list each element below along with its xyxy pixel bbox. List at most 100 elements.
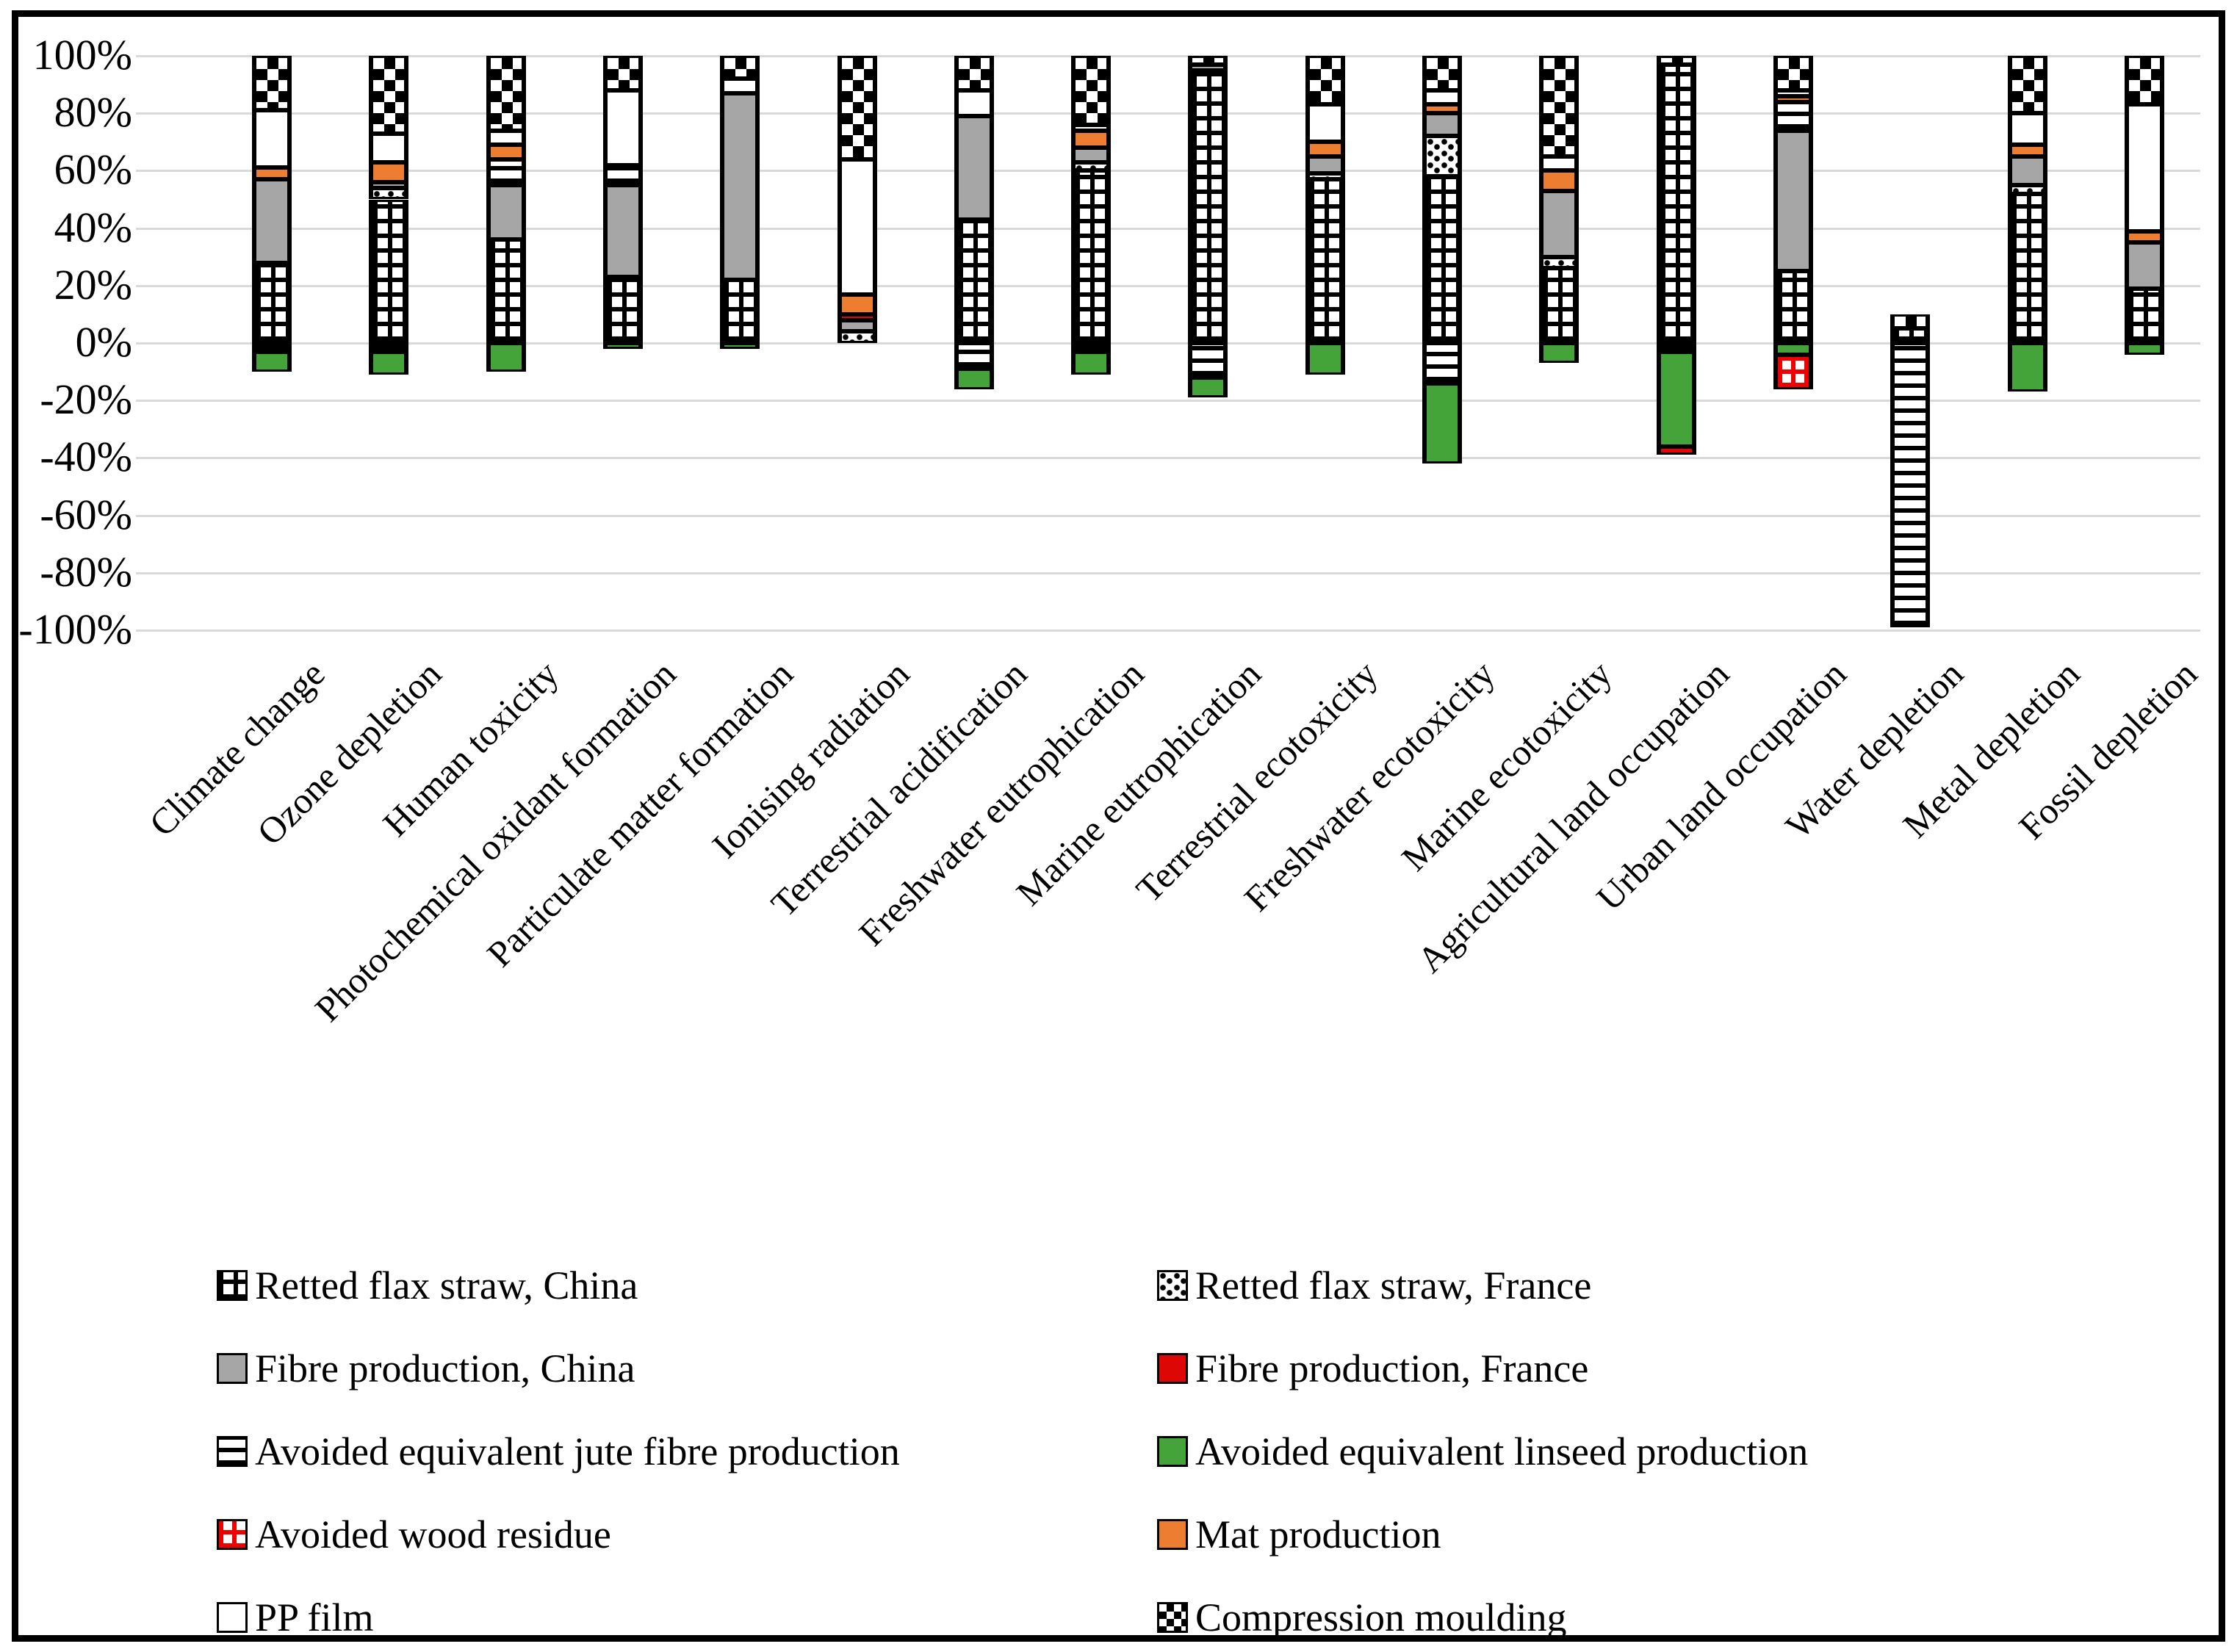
bar-segment	[369, 199, 409, 343]
bar-segment	[252, 343, 292, 352]
legend-swatch-speckle-icon	[1157, 1270, 1188, 1301]
legend-item: Retted flax straw, China	[217, 1265, 638, 1306]
x-axis-category-label: Ionising radiation	[704, 652, 918, 866]
bar-segment	[1188, 64, 1228, 71]
bar-segment	[1305, 142, 1345, 156]
bar-segment	[1773, 271, 1813, 343]
legend-item: Avoided equivalent linseed production	[1157, 1431, 1808, 1472]
bar-segment	[369, 182, 409, 188]
bar-segment	[1656, 64, 1696, 343]
bar-segment	[1890, 343, 1931, 628]
bar-segment	[252, 167, 292, 180]
bar-segment	[486, 56, 526, 131]
legend-label: PP film	[255, 1595, 374, 1640]
y-axis-tick-label: 0%	[75, 318, 132, 366]
bar-segment	[1890, 328, 1931, 343]
bar-segment	[369, 343, 409, 352]
bar-segment	[1071, 162, 1112, 171]
legend-label: Avoided equivalent linseed production	[1195, 1429, 1809, 1474]
y-axis-tick-label: -20%	[40, 375, 132, 424]
gridline--60	[136, 514, 2200, 517]
bar-segment	[954, 90, 994, 117]
bar-segment	[1539, 256, 1579, 269]
bar-segment	[369, 187, 409, 200]
bar-segment	[1656, 351, 1696, 447]
y-axis-tick-label: 100%	[32, 31, 132, 79]
bar-segment	[1422, 113, 1462, 137]
bar-segment	[1071, 343, 1112, 352]
legend-item: Retted flax straw, France	[1157, 1265, 1591, 1306]
bar-segment	[486, 184, 526, 240]
legend-item: Avoided wood residue	[217, 1514, 611, 1555]
y-axis-tick-label: -100%	[18, 605, 132, 653]
bar-segment	[1539, 343, 1579, 364]
bar-segment	[1422, 343, 1462, 383]
bar-segment	[1422, 104, 1462, 114]
legend-swatch-grid-black-icon	[217, 1270, 248, 1301]
legend-swatch-grid-red-icon	[217, 1519, 248, 1550]
bar-segment	[1539, 56, 1579, 156]
bar-segment	[837, 314, 877, 320]
bar-segment	[486, 145, 526, 159]
bar-segment	[2007, 343, 2047, 392]
bar-segment	[1422, 56, 1462, 90]
bar-segment	[1305, 56, 1345, 105]
x-axis-category-label: Marine ecotoxicity	[1394, 652, 1620, 879]
gridline-80	[136, 112, 2200, 115]
bar-segment	[1539, 190, 1579, 257]
bar-segment	[2007, 156, 2047, 185]
bar-segment	[369, 56, 409, 134]
bar-segment	[1539, 268, 1579, 343]
legend-item: Avoided equivalent jute fibre production	[217, 1431, 900, 1472]
legend-label: Mat production	[1195, 1512, 1441, 1557]
bar-segment	[720, 93, 760, 280]
legend-swatch-solid-gray-icon	[217, 1353, 248, 1384]
bar-segment	[369, 133, 409, 162]
y-axis-tick-label: -40%	[40, 433, 132, 481]
legend-label: Fibre production, China	[255, 1346, 635, 1391]
bar-segment	[1305, 173, 1345, 180]
y-axis-tick-label: 80%	[54, 88, 132, 137]
bar-segment	[1071, 351, 1112, 375]
bar-segment	[602, 277, 643, 343]
bar-segment	[1071, 56, 1112, 125]
bar-segment	[252, 351, 292, 372]
bar-segment	[720, 56, 760, 79]
bar-segment	[1539, 156, 1579, 171]
bar-segment	[2007, 113, 2047, 145]
bar-segment	[837, 159, 877, 295]
bar-segment	[1773, 354, 1813, 389]
legend-label: Avoided equivalent jute fibre production	[255, 1429, 900, 1474]
bar-segment	[1188, 377, 1228, 398]
bar-segment	[1773, 95, 1813, 102]
bar-segment	[1773, 130, 1813, 272]
bar-segment	[1422, 136, 1462, 177]
bar-segment	[720, 343, 760, 349]
y-axis-tick-label: 20%	[54, 260, 132, 309]
bar-segment	[602, 90, 643, 165]
bar-segment	[2124, 288, 2164, 343]
legend-label: Fibre production, France	[1195, 1346, 1589, 1391]
bar-segment	[486, 343, 526, 372]
legend-swatch-hlines-icon	[217, 1436, 248, 1467]
bar-segment	[1188, 56, 1228, 65]
legend-item: Mat production	[1157, 1514, 1441, 1555]
bar-segment	[1773, 56, 1813, 90]
bar-segment	[1071, 148, 1112, 162]
bar-segment	[2124, 343, 2164, 355]
bar-segment	[602, 56, 643, 90]
legend-item: PP film	[217, 1597, 374, 1638]
bar-segment	[1071, 124, 1112, 131]
bar-segment	[252, 56, 292, 111]
bar-segment	[1656, 446, 1696, 455]
bar-segment	[1656, 343, 1696, 352]
bar-segment	[1305, 343, 1345, 375]
bar-segment	[1188, 343, 1228, 378]
bar-segment	[2124, 231, 2164, 243]
bar-segment	[252, 179, 292, 263]
legend-swatch-solid-orange-icon	[1157, 1519, 1188, 1550]
legend-item: Fibre production, France	[1157, 1348, 1588, 1389]
bar-segment	[1539, 170, 1579, 191]
bar-segment	[837, 56, 877, 159]
bar-segment	[369, 351, 409, 375]
